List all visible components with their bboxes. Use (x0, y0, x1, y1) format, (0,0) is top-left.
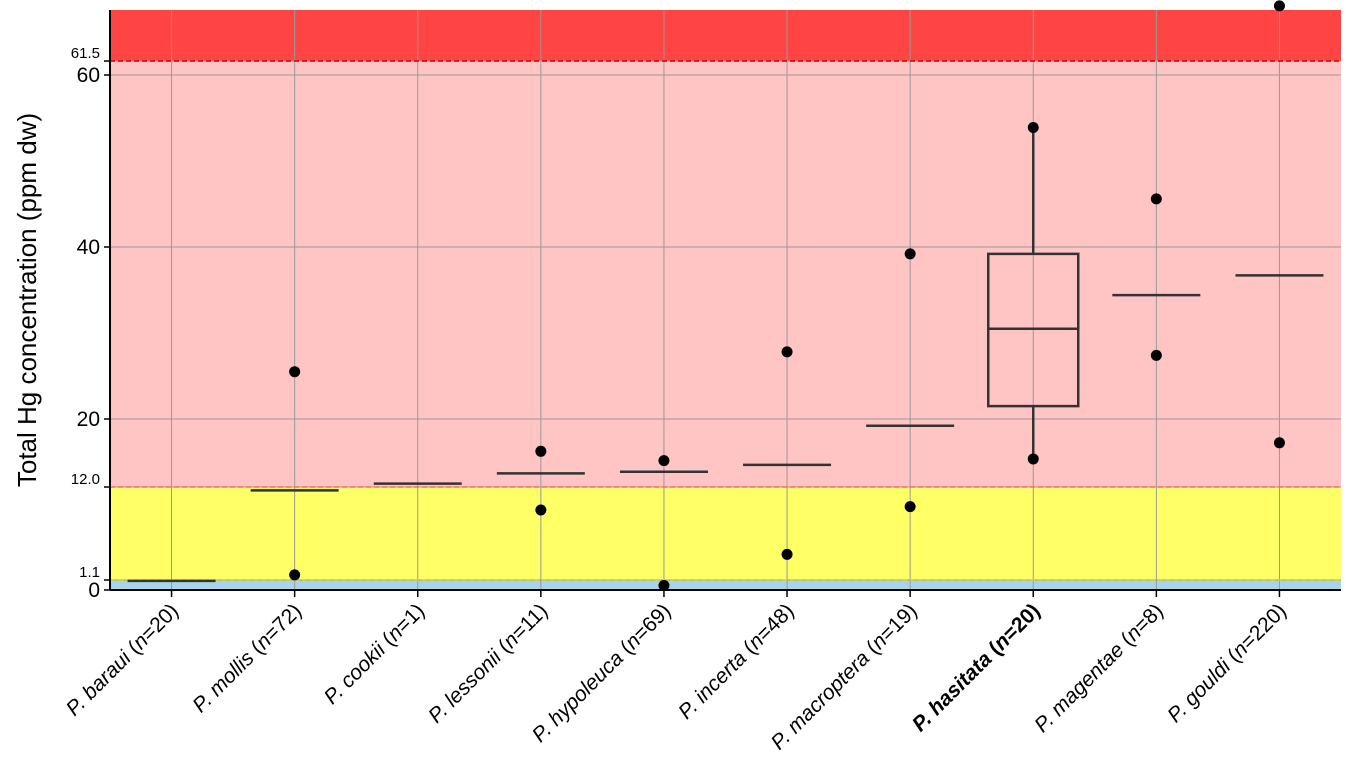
outlier-point (1273, 437, 1285, 449)
outlier-point (658, 455, 670, 467)
risk-band-3 (110, 10, 1341, 61)
outlier-point (658, 579, 670, 591)
x-tick-label: P. mollis (n=72) (188, 599, 306, 717)
outlier-point (1027, 121, 1039, 133)
y-tick-label: 61.5 (71, 45, 100, 62)
risk-bands (110, 10, 1341, 590)
x-tick-label: P. incerta (n=48) (674, 599, 799, 724)
risk-band-1 (110, 487, 1341, 580)
outlier-point (904, 501, 916, 513)
outlier-point (781, 346, 793, 358)
x-tick-label: P. gouldi (n=220) (1163, 599, 1291, 727)
x-tick-label: P. baraui (n=20) (62, 599, 183, 720)
outlier-point (1150, 193, 1162, 205)
outlier-point (1027, 453, 1039, 465)
risk-band-0 (110, 580, 1341, 590)
axes (109, 10, 1341, 591)
data-marks (127, 0, 1324, 591)
y-tick-label: 40 (77, 236, 100, 259)
x-tick-label: P. cookii (n=1) (320, 599, 430, 709)
outlier-point (289, 569, 301, 581)
y-tick-label: 1.1 (79, 564, 100, 581)
outlier-point (289, 366, 301, 378)
x-tick-label: P. hypoleuca (n=69) (528, 599, 676, 747)
outlier-point (1273, 0, 1285, 12)
y-ticks: 01.1 12.0 20 40 60 61.5 (71, 45, 110, 602)
outlier-point (781, 548, 793, 560)
box (987, 252, 1080, 408)
x-tick-label: P. hasitata (n=20) (908, 599, 1045, 736)
x-tick-label: P. lessonii (n=11) (424, 599, 552, 727)
y-tick-label: 12.0 (71, 471, 100, 488)
y-axis-label: Total Hg concentration (ppm dw) (12, 113, 42, 487)
x-ticks: P. baraui (n=20)P. mollis (n=72)P. cooki… (62, 590, 1291, 754)
outlier-point (535, 445, 547, 457)
y-tick-label: 60 (77, 64, 100, 87)
outlier-point (1150, 349, 1162, 361)
y-tick-label: 0 (88, 579, 100, 602)
x-tick-label: P. magentae (n=8) (1030, 599, 1168, 737)
threshold-lines (110, 60, 1341, 581)
y-tick-label: 20 (77, 408, 100, 431)
outlier-point (535, 504, 547, 516)
outlier-point (904, 248, 916, 260)
risk-band-2 (110, 61, 1341, 487)
